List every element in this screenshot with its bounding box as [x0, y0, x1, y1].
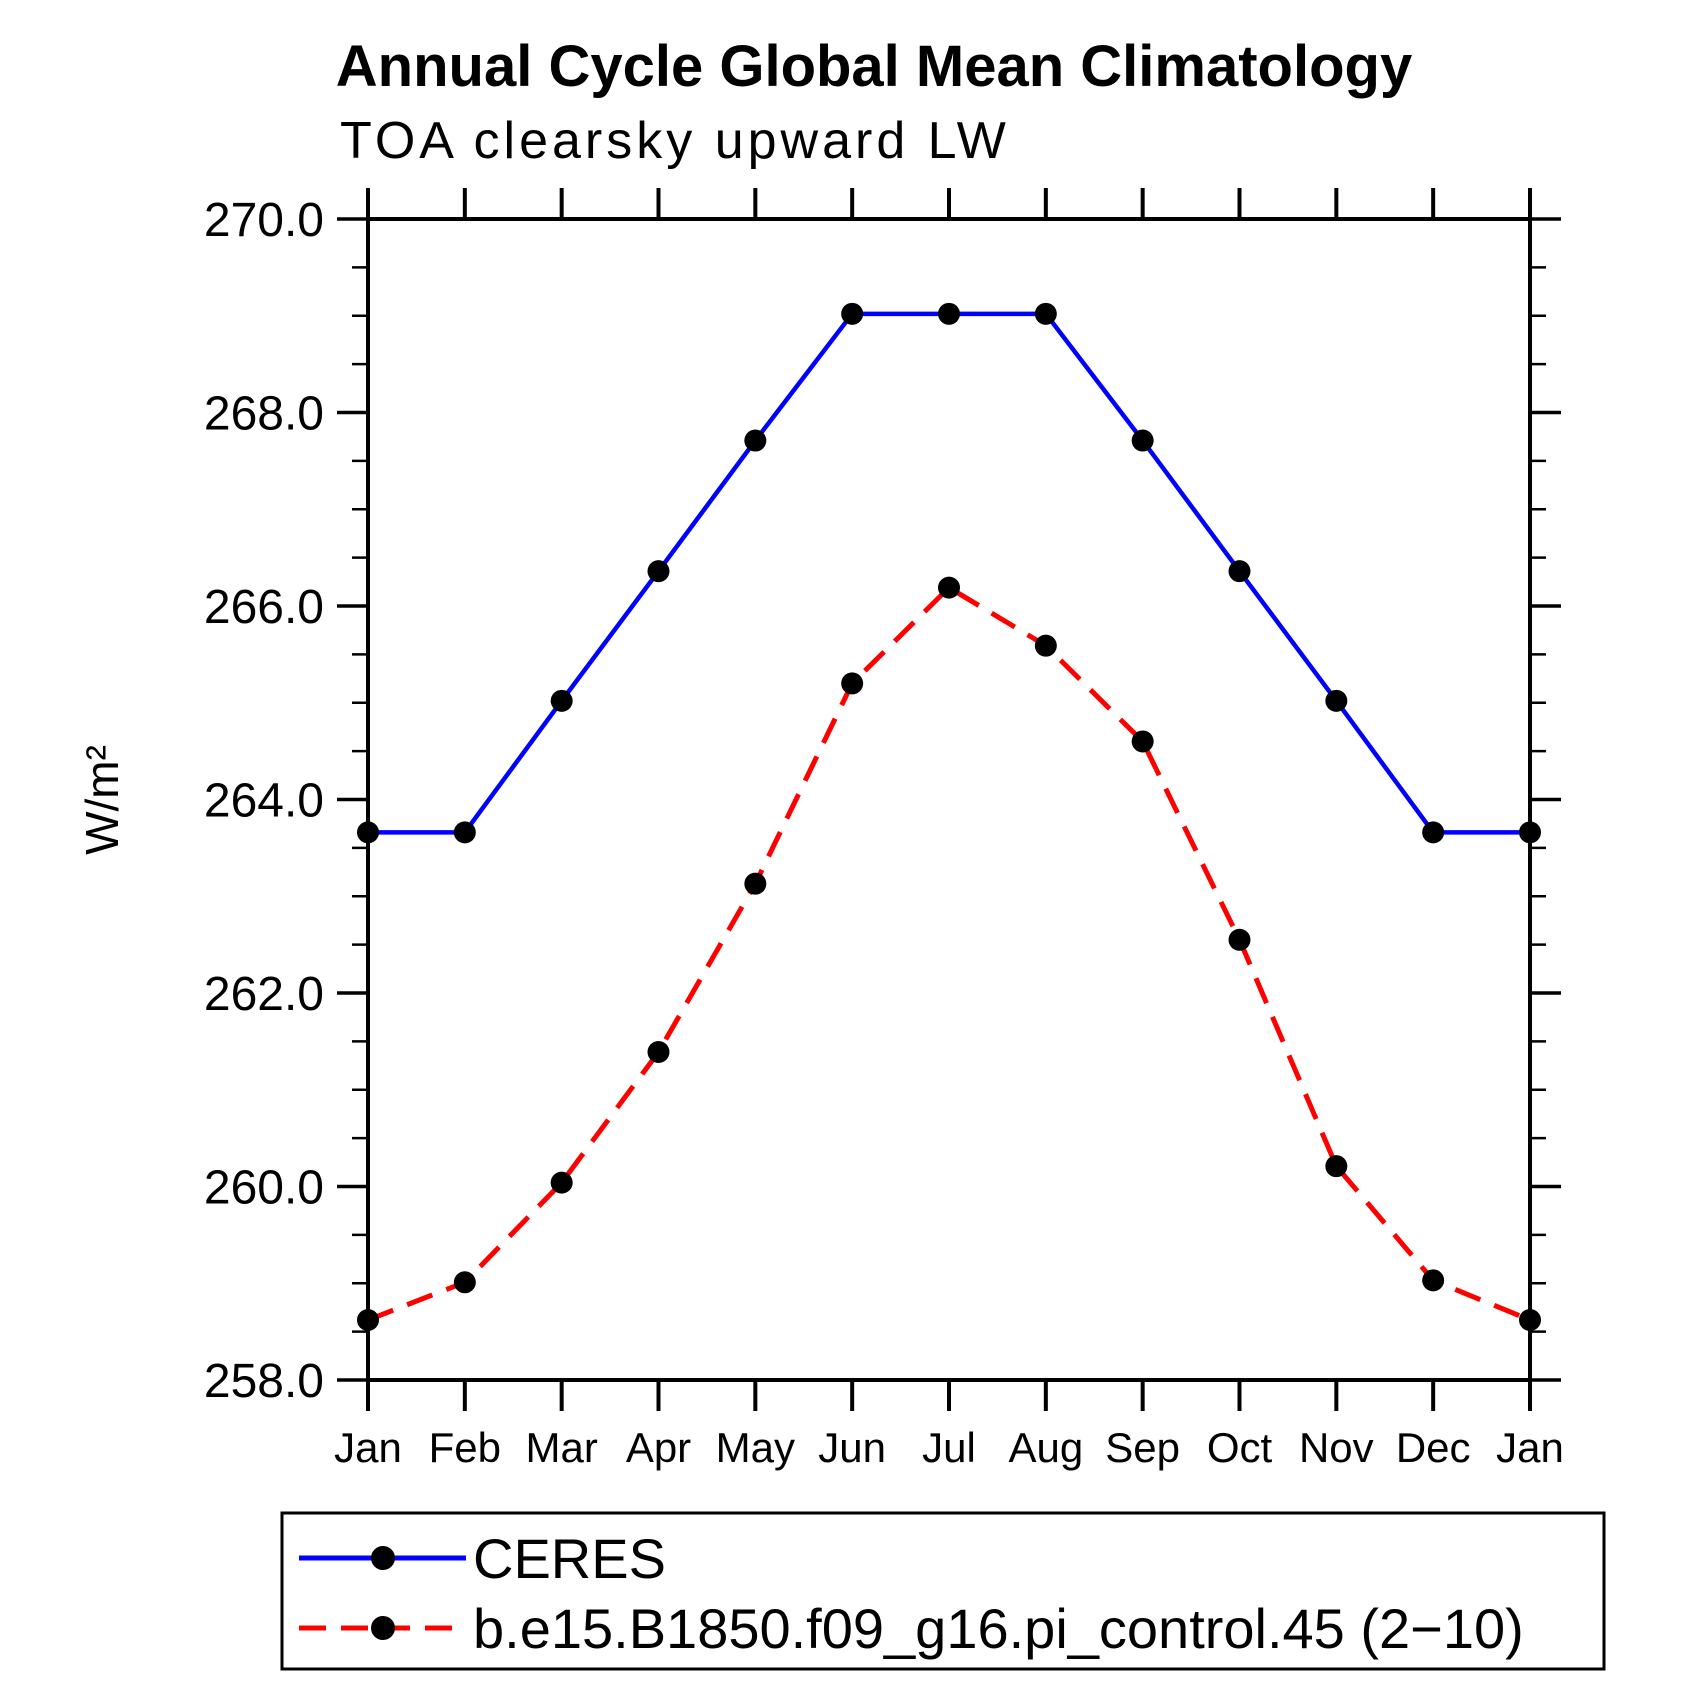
data-point-ceres [1422, 821, 1445, 844]
y-tick-label: 270.0 [204, 194, 324, 247]
data-point-model [1422, 1269, 1445, 1292]
data-point-model [1325, 1155, 1348, 1178]
axes-layer: 258.0 260.0 262.0 264.0 266.0 268.0 270.0 Jan Fe… [204, 188, 1564, 1471]
month-label: Jun [818, 1424, 886, 1471]
month-label: Nov [1299, 1424, 1374, 1471]
data-point-ceres [1228, 560, 1251, 583]
series-line-ceres [368, 311, 1530, 835]
month-label: Jan [334, 1424, 402, 1471]
month-label: Dec [1396, 1424, 1471, 1471]
data-point-ceres [1519, 821, 1541, 844]
legend-label-model: b.e15.B1850.f09_g16.pi_control.45 (2−10) [473, 1597, 1524, 1660]
data-point-model [453, 1271, 476, 1294]
y-tick-label: 264.0 [204, 775, 324, 828]
legend: CERES b.e15.B1850.f09_g16.pi_control.45 … [280, 1511, 1606, 1671]
data-point-ceres [453, 821, 476, 844]
data-point-ceres [938, 302, 960, 325]
series-line-model [367, 584, 1531, 1323]
chart-subtitle: TOA clearsky upward LW [340, 112, 1010, 170]
y-tick-label: 258.0 [204, 1355, 324, 1408]
data-point-ceres [357, 821, 379, 844]
data-point-model [1131, 730, 1154, 753]
month-label: Sep [1105, 1424, 1180, 1471]
data-point-model [1034, 634, 1057, 657]
month-label: May [716, 1424, 795, 1471]
data-point-ceres [1034, 302, 1057, 325]
data-point-model [744, 872, 767, 895]
data-point-ceres [550, 689, 573, 712]
y-tick-label: 268.0 [204, 388, 324, 441]
data-point-ceres [744, 429, 767, 452]
legend-box [280, 1511, 1606, 1671]
data-point-ceres [841, 302, 864, 325]
month-label: Feb [429, 1424, 501, 1471]
data-point-model [841, 672, 864, 695]
y-tick-label: 262.0 [204, 968, 324, 1021]
month-label: Oct [1207, 1424, 1273, 1471]
month-label: Mar [525, 1424, 597, 1471]
data-point-model [1519, 1309, 1541, 1332]
month-label: Apr [626, 1424, 691, 1471]
legend-label-ceres: CERES [473, 1527, 666, 1590]
data-point-ceres [1131, 429, 1154, 452]
month-label: Aug [1008, 1424, 1083, 1471]
data-point-model [550, 1171, 573, 1194]
y-tick-label: 266.0 [204, 581, 324, 634]
chart-title: Annual Cycle Global Mean Climatology [336, 34, 1412, 99]
legend-marker-ceres [371, 1546, 395, 1570]
series-layer [357, 302, 1541, 1332]
legend-marker-model [371, 1616, 395, 1640]
data-point-ceres [1325, 689, 1348, 712]
data-point-model [647, 1041, 670, 1064]
data-point-model [1228, 928, 1251, 951]
data-point-ceres [647, 560, 670, 583]
data-point-model [938, 576, 960, 599]
month-label: Jan [1496, 1424, 1564, 1471]
y-axis-label: W/m² [76, 745, 128, 855]
data-point-model [357, 1309, 379, 1332]
month-label: Jul [922, 1424, 976, 1471]
y-tick-label: 260.0 [204, 1162, 324, 1215]
